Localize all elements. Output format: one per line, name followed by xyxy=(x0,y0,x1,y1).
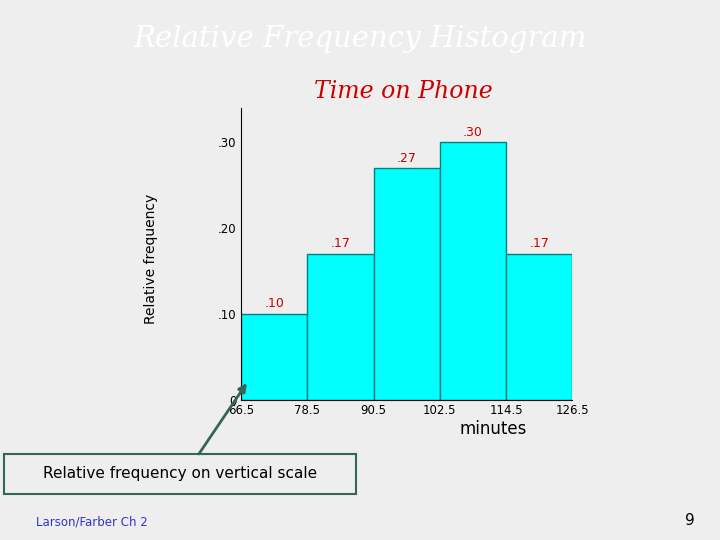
Bar xyxy=(241,314,307,400)
Text: .27: .27 xyxy=(397,152,417,165)
Bar xyxy=(440,143,506,400)
Text: Relative Frequency Histogram: Relative Frequency Histogram xyxy=(133,25,587,53)
Bar xyxy=(374,168,440,400)
Text: Relative frequency on vertical scale: Relative frequency on vertical scale xyxy=(43,467,317,481)
Bar xyxy=(506,254,572,400)
Bar xyxy=(307,254,374,400)
Text: .17: .17 xyxy=(529,238,549,251)
Text: Time on Phone: Time on Phone xyxy=(314,80,492,103)
Text: .30: .30 xyxy=(463,126,483,139)
Text: Larson/Farber Ch 2: Larson/Farber Ch 2 xyxy=(36,515,148,528)
Text: minutes: minutes xyxy=(459,420,527,438)
Text: .10: .10 xyxy=(264,298,284,310)
Text: .17: .17 xyxy=(330,238,351,251)
Text: Relative frequency: Relative frequency xyxy=(144,194,158,325)
Text: 9: 9 xyxy=(685,513,695,528)
